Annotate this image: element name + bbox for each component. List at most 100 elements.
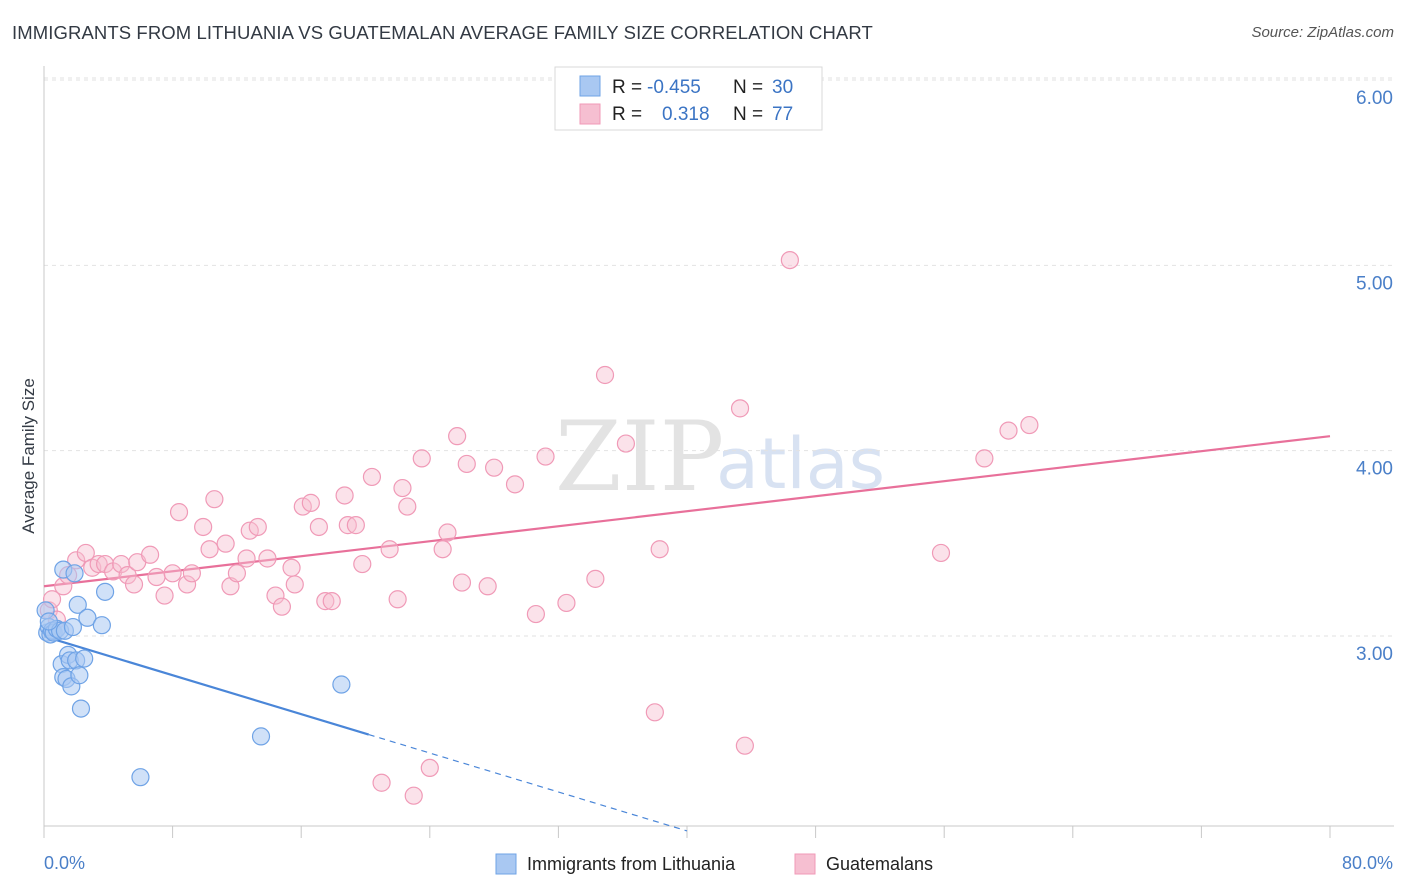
legend-r-value-1: -0.455 [647,77,701,98]
point-guatemalans [393,478,412,498]
point-guatemalans [237,549,256,568]
point-guatemalans [457,454,476,474]
point-lithuania [131,768,150,787]
point-guatemalans [404,786,423,805]
x-tick-label: 80.0% [1342,853,1393,873]
trendline-guatemalans [43,435,1331,588]
point-guatemalans [999,421,1018,440]
point-guatemalans [140,545,160,564]
legend-r-label-1: R = [612,77,642,98]
y-tick-label: 5.00 [1356,273,1393,294]
point-guatemalans [353,554,372,574]
bottom-legend-label-lithuania: Immigrants from Lithuania [527,854,736,874]
point-lithuania [65,564,84,583]
point-guatemalans [227,564,246,583]
legend-n-label-1: N = [733,77,763,98]
point-guatemalans [526,604,545,624]
y-axis-label: Average Family Size [19,378,38,534]
point-guatemalans [433,540,452,559]
point-guatemalans [1020,415,1039,435]
point-guatemalans [412,449,431,468]
point-guatemalans [485,458,504,477]
y-tick-label: 3.00 [1356,644,1393,665]
point-guatemalans [346,516,365,535]
point-guatemalans [650,540,669,559]
point-guatemalans [182,564,201,583]
legend-n-value-2: 77 [772,104,793,125]
point-guatemalans [147,567,166,587]
bottom-legend-swatch-pink [794,853,816,875]
trendline-lithuania-extension [368,733,688,832]
data-points [36,250,1039,805]
bottom-legend-label-guatemalans: Guatemalans [826,854,933,874]
point-lithuania [78,608,97,627]
point-guatemalans [372,773,391,792]
point-guatemalans [266,586,285,605]
point-guatemalans [645,703,664,722]
point-guatemalans [335,486,354,505]
chart-source: Source: ZipAtlas.com [1251,24,1394,41]
point-guatemalans [272,597,292,616]
x-tick-label: 0.0% [44,853,85,873]
legend-swatch-pink [579,103,601,125]
watermark-zip: ZIP [555,401,724,513]
point-guatemalans [124,575,144,594]
point-lithuania [251,727,271,746]
chart-title: IMMIGRANTS FROM LITHUANIA VS GUATEMALAN … [12,22,873,43]
point-guatemalans [398,497,417,516]
point-guatemalans [505,475,525,494]
axes [43,66,1394,838]
point-lithuania [332,675,351,694]
point-guatemalans [616,434,636,453]
point-lithuania [63,617,83,637]
point-lithuania [39,612,58,631]
point-lithuania [70,666,89,685]
point-guatemalans [316,592,335,611]
y-tick-label: 6.00 [1356,88,1393,109]
point-guatemalans [362,467,382,487]
bottom-legend: Immigrants from Lithuania Guatemalans [495,853,933,875]
point-guatemalans [452,573,472,592]
trendlines [43,435,1331,832]
point-guatemalans [438,523,457,542]
bottom-legend-swatch-blue [495,853,517,875]
point-guatemalans [730,399,750,418]
point-guatemalans [155,586,174,605]
point-guatemalans [586,569,605,588]
point-lithuania [75,649,94,668]
point-guatemalans [931,543,951,563]
point-lithuania [92,616,111,635]
point-guatemalans [420,758,439,778]
point-guatemalans [194,517,213,537]
point-lithuania [68,595,87,614]
point-guatemalans [177,575,197,594]
point-guatemalans [301,493,320,512]
point-guatemalans [388,590,407,609]
point-guatemalans [322,592,341,611]
tick-labels: 3.00 4.00 5.00 6.00 0.0% 80.0% [44,88,1393,873]
point-guatemalans [89,554,108,574]
point-lithuania [95,582,115,601]
point-guatemalans [975,449,994,468]
point-lithuania [71,699,91,718]
legend-n-label-2: N = [733,104,763,125]
point-guatemalans [285,575,304,594]
point-guatemalans [478,577,497,596]
point-guatemalans [163,564,182,583]
legend-swatch-blue [579,75,601,97]
point-guatemalans [205,490,224,509]
legend-r-value-2: 0.318 [662,104,710,125]
point-guatemalans [448,427,467,446]
point-guatemalans [557,593,576,613]
point-guatemalans [258,549,277,568]
legend: R = -0.455 N = 30 R = 0.318 N = 77 [554,66,823,131]
watermark-atlas: atlas [716,423,885,505]
legend-r-label-2: R = [612,104,642,125]
point-guatemalans [216,534,235,553]
trendline-lithuania [43,635,370,736]
point-guatemalans [735,736,754,755]
point-guatemalans [248,517,267,537]
point-guatemalans [282,558,301,577]
point-guatemalans [309,517,328,537]
